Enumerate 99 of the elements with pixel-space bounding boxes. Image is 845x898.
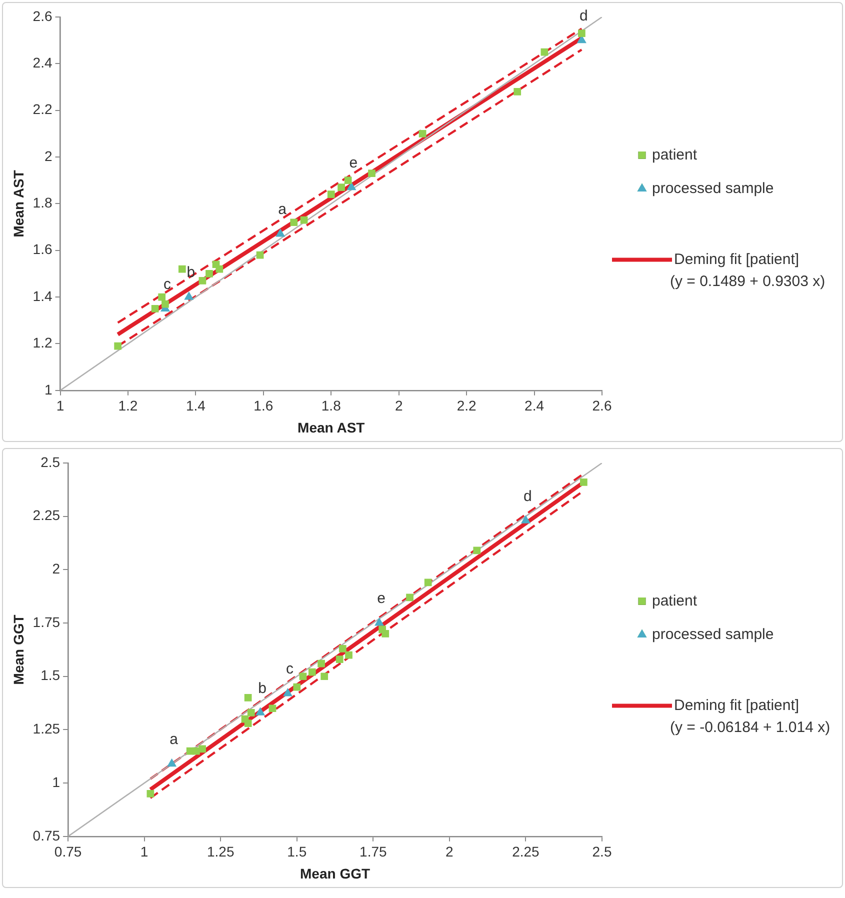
x-tick-label: 2.2	[456, 398, 477, 414]
point	[374, 618, 384, 626]
point	[308, 668, 316, 676]
point	[146, 790, 154, 798]
point	[162, 300, 169, 308]
point	[206, 270, 213, 278]
point	[336, 656, 344, 663]
y-tick-label: 1	[52, 774, 60, 790]
x-tick-label: 1.8	[321, 398, 342, 414]
y-tick-label: 1.4	[32, 288, 52, 304]
annotation: e	[349, 154, 358, 172]
point	[256, 708, 265, 716]
point	[216, 265, 224, 273]
point	[299, 672, 307, 680]
annotation: d	[524, 488, 532, 505]
point	[300, 216, 308, 224]
point	[268, 704, 276, 712]
point	[276, 229, 285, 237]
point	[473, 546, 481, 554]
point	[256, 251, 264, 259]
x-tick-label: 2	[446, 844, 454, 860]
y-tick-label: 2	[44, 148, 52, 164]
point	[580, 478, 588, 486]
point	[244, 694, 252, 702]
text: (y = 0.1489 + 0.9303 x)	[670, 272, 826, 290]
x-tick-label: 1.2	[118, 398, 138, 414]
point	[345, 651, 352, 659]
point	[293, 683, 301, 691]
point	[167, 758, 176, 767]
x-tick-label: 2.5	[592, 844, 612, 860]
y-tick-label: 2.2	[32, 101, 52, 118]
annotation: c	[286, 660, 294, 678]
annotation: d	[580, 7, 588, 24]
y-tick-label: 1.2	[32, 334, 52, 351]
x-tick-label: 2	[394, 398, 403, 414]
x-tick-label: 1.75	[360, 844, 387, 860]
y-tick-label: 1.25	[32, 720, 60, 737]
x-tick-label: 2.6	[592, 398, 612, 414]
point	[347, 182, 356, 190]
point	[198, 745, 206, 753]
point	[514, 88, 522, 96]
x-tick-label: 1.6	[254, 398, 274, 414]
annotation: a	[170, 730, 179, 748]
y-tick-label: 2.25	[32, 507, 60, 524]
point	[327, 190, 335, 198]
point	[198, 277, 206, 284]
legend-label: Deming fit [patient]	[674, 250, 800, 268]
y-tick-label: 1.6	[32, 241, 52, 258]
point	[184, 292, 194, 300]
annotation: c	[163, 276, 172, 293]
point	[158, 293, 166, 301]
point	[338, 184, 345, 192]
legend-label: patient	[652, 592, 698, 610]
point	[344, 176, 352, 184]
point	[406, 594, 414, 602]
annotation: e	[377, 590, 386, 608]
point	[578, 30, 586, 38]
y-tick-label: 2.4	[32, 54, 52, 71]
x-tick-label: 1.25	[206, 844, 234, 860]
x-tick-label: 2.4	[524, 398, 544, 414]
y-tick-label: 1.8	[32, 194, 52, 211]
point	[540, 48, 548, 56]
y-tick-label: 2.6	[32, 8, 52, 24]
x-tick-label: 2.25	[512, 844, 540, 860]
legend-label: Deming fit [patient]	[674, 696, 800, 714]
legend-label: processed sample	[652, 180, 774, 197]
point	[418, 130, 426, 138]
point	[521, 516, 530, 524]
point	[283, 688, 292, 696]
point	[247, 708, 255, 716]
annotation: a	[278, 201, 288, 218]
y-tick-label: 2	[52, 560, 60, 577]
y-tick-label: 2.5	[40, 454, 60, 470]
y-tick-label: 1.75	[32, 614, 60, 630]
point	[178, 265, 186, 273]
x-axis-title: Mean AST	[298, 419, 366, 436]
point	[382, 630, 390, 638]
point	[244, 720, 252, 727]
point	[338, 644, 346, 652]
x-axis-title: Mean GGT	[300, 865, 370, 882]
point	[114, 342, 122, 350]
x-tick-label: 1.4	[186, 398, 206, 414]
y-tick-label: 1	[44, 381, 52, 398]
legend-label: patient	[652, 146, 698, 164]
legend-label: processed sample	[652, 626, 774, 643]
y-tick-label: 0.75	[32, 827, 60, 844]
point	[318, 660, 325, 668]
point	[320, 672, 328, 680]
text: (y = -0.06184 + 1.014 x)	[670, 718, 830, 736]
x-tick-label: 1.5	[287, 844, 307, 860]
point	[151, 305, 159, 312]
annotation: b	[258, 680, 266, 697]
y-tick-label: 1.5	[40, 667, 60, 684]
point	[424, 578, 432, 586]
y-axis-title: Mean GGT	[10, 614, 26, 685]
y-axis-title: Mean AST	[10, 170, 26, 238]
point	[290, 218, 298, 226]
x-tick-label: 1	[140, 844, 148, 860]
point	[368, 170, 376, 178]
